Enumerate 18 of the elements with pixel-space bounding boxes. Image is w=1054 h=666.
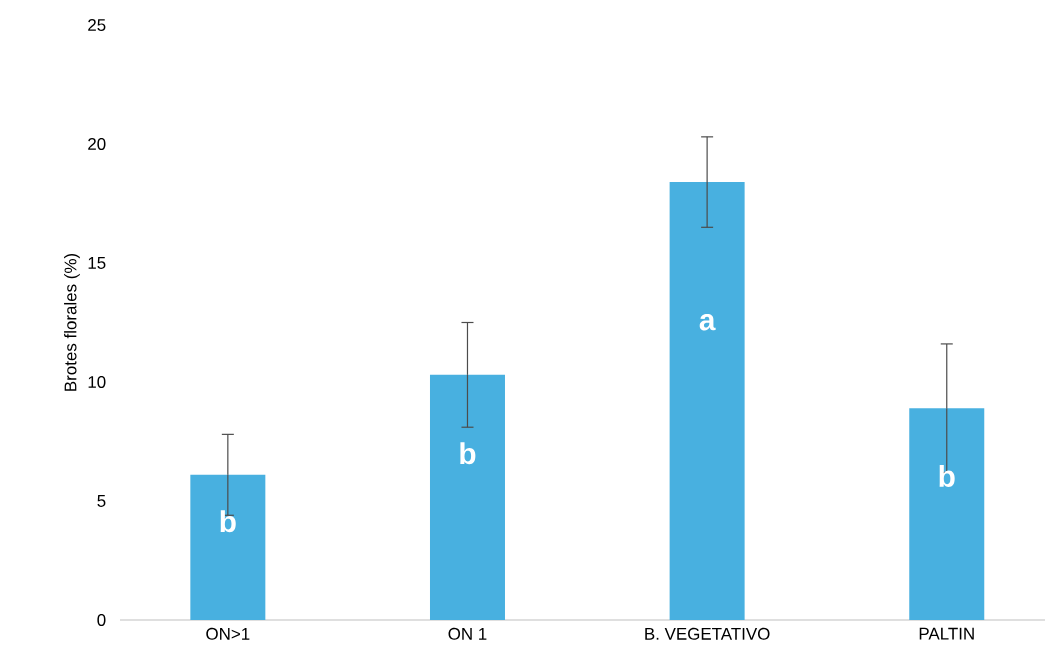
- x-tick-label: B. VEGETATIVO: [645, 627, 770, 640]
- x-tick-label: ON 1: [448, 627, 487, 640]
- y-tick-label: 0: [97, 614, 106, 626]
- bar: [429, 374, 505, 620]
- y-tick-label: 25: [88, 19, 106, 31]
- y-tick-label: 10: [88, 376, 106, 388]
- data-label: b: [220, 510, 236, 533]
- x-tick-label: PALTIN: [919, 627, 974, 640]
- bar: [190, 474, 266, 620]
- data-label: a: [699, 314, 716, 331]
- y-tick-label: 5: [97, 495, 106, 507]
- y-tick-label: 20: [88, 138, 106, 150]
- data-label: b: [460, 442, 476, 465]
- bar: [909, 408, 985, 620]
- bar: [669, 182, 745, 620]
- y-tick-label: 15: [88, 257, 106, 269]
- y-axis-title: Brotes florales (%): [64, 253, 80, 391]
- x-tick-label: ON>1: [206, 627, 250, 640]
